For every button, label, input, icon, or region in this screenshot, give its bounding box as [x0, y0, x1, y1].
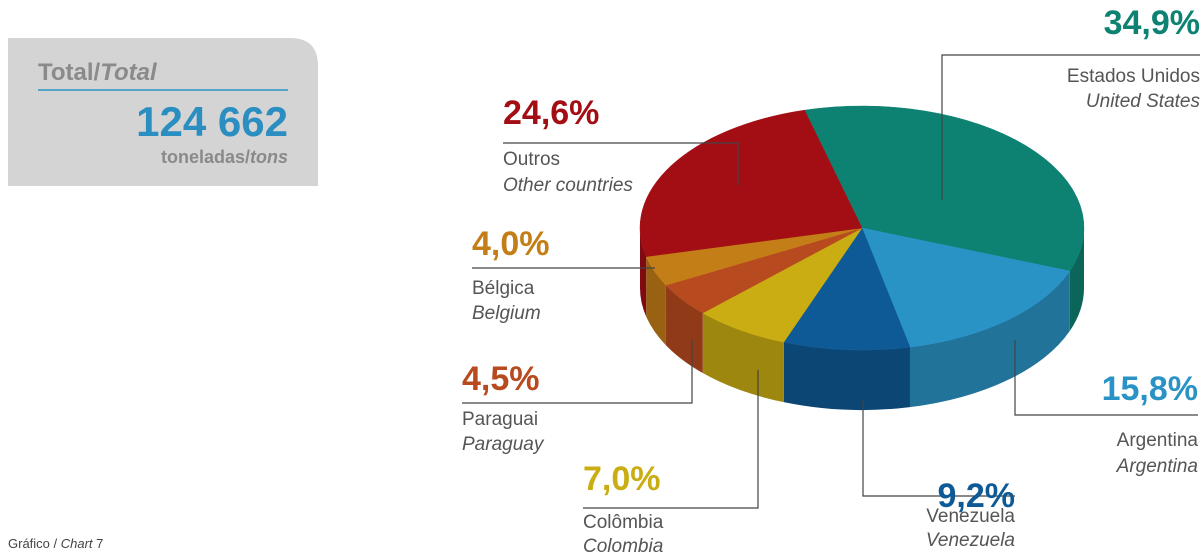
category-label-en: Belgium: [472, 303, 541, 324]
value-label: 7,0%: [583, 460, 661, 498]
leader-line: [1014, 340, 1198, 416]
slice-side: [646, 256, 666, 346]
total-label-pt: Total/: [38, 59, 101, 86]
leader-line: [583, 370, 759, 509]
slice-side: [702, 312, 784, 403]
category-label-en: Paraguay: [462, 434, 545, 455]
category-label-en: Venezuela: [926, 530, 1015, 551]
category-label-en: United States: [1086, 91, 1201, 112]
value-label: 34,9%: [1104, 4, 1200, 42]
category-label-en: Colombia: [583, 536, 663, 557]
value-label: 4,5%: [462, 360, 540, 398]
slice-side: [783, 342, 910, 410]
total-unit-pt: toneladas/: [161, 147, 250, 167]
footer-label: Gráfico /: [8, 536, 61, 551]
footer-number: 7: [93, 536, 104, 551]
value-label: 15,8%: [1102, 370, 1198, 408]
category-label: Argentina: [1117, 430, 1199, 451]
total-unit-en: tons: [250, 147, 288, 167]
footer-label-en: Chart: [61, 536, 94, 551]
leader-line: [503, 142, 739, 185]
total-label: Total/Total: [38, 59, 158, 86]
value-label: 24,6%: [503, 94, 599, 132]
slice: [639, 109, 863, 257]
category-label: Bélgica: [472, 278, 535, 299]
slice-side: [1069, 228, 1084, 332]
pie-tops: [639, 105, 1085, 351]
footer: Gráfico / Chart 7: [8, 536, 103, 551]
value-label: 9,2%: [938, 477, 1016, 515]
category-label: Paraguai: [462, 409, 538, 430]
slice: [861, 227, 1071, 348]
leader-line: [462, 340, 693, 404]
total-unit: toneladas/tons: [161, 147, 288, 167]
category-label-en: Other countries: [503, 175, 633, 196]
value-label: 4,0%: [472, 225, 550, 263]
total-value: 124 662: [136, 98, 288, 145]
category-label-en: Argentina: [1116, 456, 1198, 477]
slice: [783, 227, 911, 351]
slice-side: [640, 228, 647, 317]
labels: 34,9% Estados Unidos United States 15,8% Arg…: [462, 4, 1200, 557]
category-label: Outros: [503, 149, 560, 170]
total-label-en: Total: [100, 59, 158, 86]
category-label: Colômbia: [583, 512, 664, 533]
slice-side: [665, 285, 703, 373]
slice: [804, 105, 1085, 272]
leader-line: [862, 400, 1015, 497]
pie-sides: [640, 228, 1084, 410]
category-label: Venezuela: [926, 506, 1015, 527]
category-label: Estados Unidos: [1067, 66, 1200, 87]
slice-side: [909, 271, 1070, 408]
total-box: [8, 38, 318, 186]
leader-line: [941, 54, 1200, 200]
